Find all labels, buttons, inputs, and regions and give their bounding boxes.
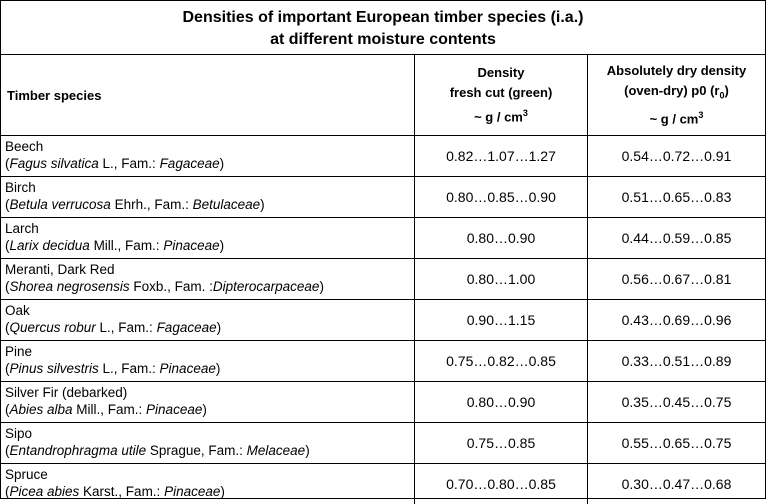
table-row: Birch (Betula verrucosa Ehrh., Fam.: Bet…: [1, 177, 765, 218]
dry-density-cell: 0.35…0.45…0.75: [621, 394, 732, 410]
title-line-1: Densities of important European timber s…: [182, 9, 584, 26]
species-common-name: Larch: [5, 221, 39, 236]
species-cell: Larch (Larix decidua Mill., Fam.: Pinace…: [1, 218, 415, 258]
header-species: Timber species: [1, 55, 415, 135]
header-row: Timber species Density fresh cut (green)…: [1, 55, 765, 136]
dry-density-cell: 0.43…0.69…0.96: [621, 312, 732, 328]
table-row: Beech (Fagus silvatica L., Fam.: Fagacea…: [1, 136, 765, 177]
species-scientific-name: (Fagus silvatica L., Fam.: Fagaceae): [5, 156, 225, 171]
species-cell: Sipo (Entandrophragma utile Sprague, Fam…: [1, 423, 415, 463]
species-cell: Oak (Quercus robur L., Fam.: Fagaceae): [1, 300, 415, 340]
table-row: Pine (Pinus silvestris L., Fam.: Pinacea…: [1, 341, 765, 382]
dry-density-cell: 0.51…0.65…0.83: [621, 189, 732, 205]
dry-density-cell: 0.56…0.67…0.81: [621, 271, 732, 287]
header-dry-density: Absolutely dry density (oven-dry) p0 (r0…: [588, 55, 765, 135]
species-common-name: Spruce: [5, 467, 48, 482]
dry-density-cell: 0.44…0.59…0.85: [621, 230, 732, 246]
species-scientific-name: (Larix decidua Mill., Fam.: Pinaceae): [5, 238, 225, 253]
fresh-density-cell: 0.70…0.80…0.85: [415, 464, 588, 504]
header-fresh-line2: fresh cut (green): [449, 84, 553, 100]
dry-density-cell: 0.33…0.51…0.89: [621, 353, 732, 369]
table-body: Beech (Fagus silvatica L., Fam.: Fagacea…: [1, 136, 765, 504]
species-common-name: Pine: [5, 344, 33, 359]
species-common-name: Oak: [5, 303, 30, 318]
species-scientific-name: (Betula verrucosa Ehrh., Fam.: Betulacea…: [5, 197, 265, 212]
species-scientific-name: (Shorea negrosensis Foxb., Fam. :Diptero…: [5, 279, 324, 294]
species-cell: Meranti, Dark Red (Shorea negrosensis Fo…: [1, 259, 415, 299]
fresh-density-cell: 0.75…0.82…0.85: [415, 341, 588, 381]
dry-density-cell: 0.30…0.47…0.68: [621, 476, 732, 492]
fresh-density-cell: 0.82…1.07…1.27: [415, 136, 588, 176]
fresh-density-cell: 0.90…1.15: [415, 300, 588, 340]
species-cell: Pine (Pinus silvestris L., Fam.: Pinacea…: [1, 341, 415, 381]
species-scientific-name: (Pinus silvestris L., Fam.: Pinaceae): [5, 361, 221, 376]
header-dry-line2: (oven-dry) p0 (r0): [624, 82, 729, 101]
fresh-density-cell: 0.75…0.85: [415, 423, 588, 463]
table-row: Silver Fir (debarked) (Abies alba Mill.,…: [1, 382, 765, 423]
species-cell: Birch (Betula verrucosa Ehrh., Fam.: Bet…: [1, 177, 415, 217]
dry-density-cell: 0.55…0.65…0.75: [621, 435, 732, 451]
table-row: Oak (Quercus robur L., Fam.: Fagaceae) 0…: [1, 300, 765, 341]
species-common-name: Birch: [5, 180, 36, 195]
species-common-name: Meranti, Dark Red: [5, 262, 115, 277]
species-common-name: Sipo: [5, 426, 33, 441]
species-common-name: Beech: [5, 139, 44, 154]
header-fresh-line1: Density: [477, 64, 525, 80]
header-dry-unit: ~ g / cm3: [649, 110, 704, 127]
table-row: Larch (Larix decidua Mill., Fam.: Pinace…: [1, 218, 765, 259]
fresh-density-cell: 0.80…0.85…0.90: [415, 177, 588, 217]
species-cell: Beech (Fagus silvatica L., Fam.: Fagacea…: [1, 136, 415, 176]
table-row: Meranti, Dark Red (Shorea negrosensis Fo…: [1, 259, 765, 300]
header-fresh-unit: ~ g / cm3: [474, 107, 528, 125]
species-scientific-name: (Entandrophragma utile Sprague, Fam.: Me…: [5, 443, 310, 458]
species-common-name: Silver Fir (debarked): [5, 385, 128, 400]
table-title: Densities of important European timber s…: [1, 1, 765, 55]
fresh-density-cell: 0.80…0.90: [415, 218, 588, 258]
species-scientific-name: (Abies alba Mill., Fam.: Pinaceae): [5, 402, 207, 417]
species-cell: Silver Fir (debarked) (Abies alba Mill.,…: [1, 382, 415, 422]
dry-density-cell: 0.54…0.72…0.91: [621, 148, 732, 164]
fresh-density-cell: 0.80…1.00: [415, 259, 588, 299]
table-row: Sipo (Entandrophragma utile Sprague, Fam…: [1, 423, 765, 464]
species-scientific-name: (Quercus robur L., Fam.: Fagaceae): [5, 320, 222, 335]
header-fresh-density: Density fresh cut (green) ~ g / cm3: [415, 55, 588, 135]
species-scientific-name: (Picea abies Karst., Fam.: Pinaceae): [5, 484, 225, 499]
header-dry-line1: Absolutely dry density: [606, 62, 747, 78]
title-line-2: at different moisture contents: [270, 31, 496, 48]
fresh-density-cell: 0.80…0.90: [415, 382, 588, 422]
species-cell: Spruce (Picea abies Karst., Fam.: Pinace…: [1, 464, 415, 504]
table-row: Spruce (Picea abies Karst., Fam.: Pinace…: [1, 464, 765, 504]
